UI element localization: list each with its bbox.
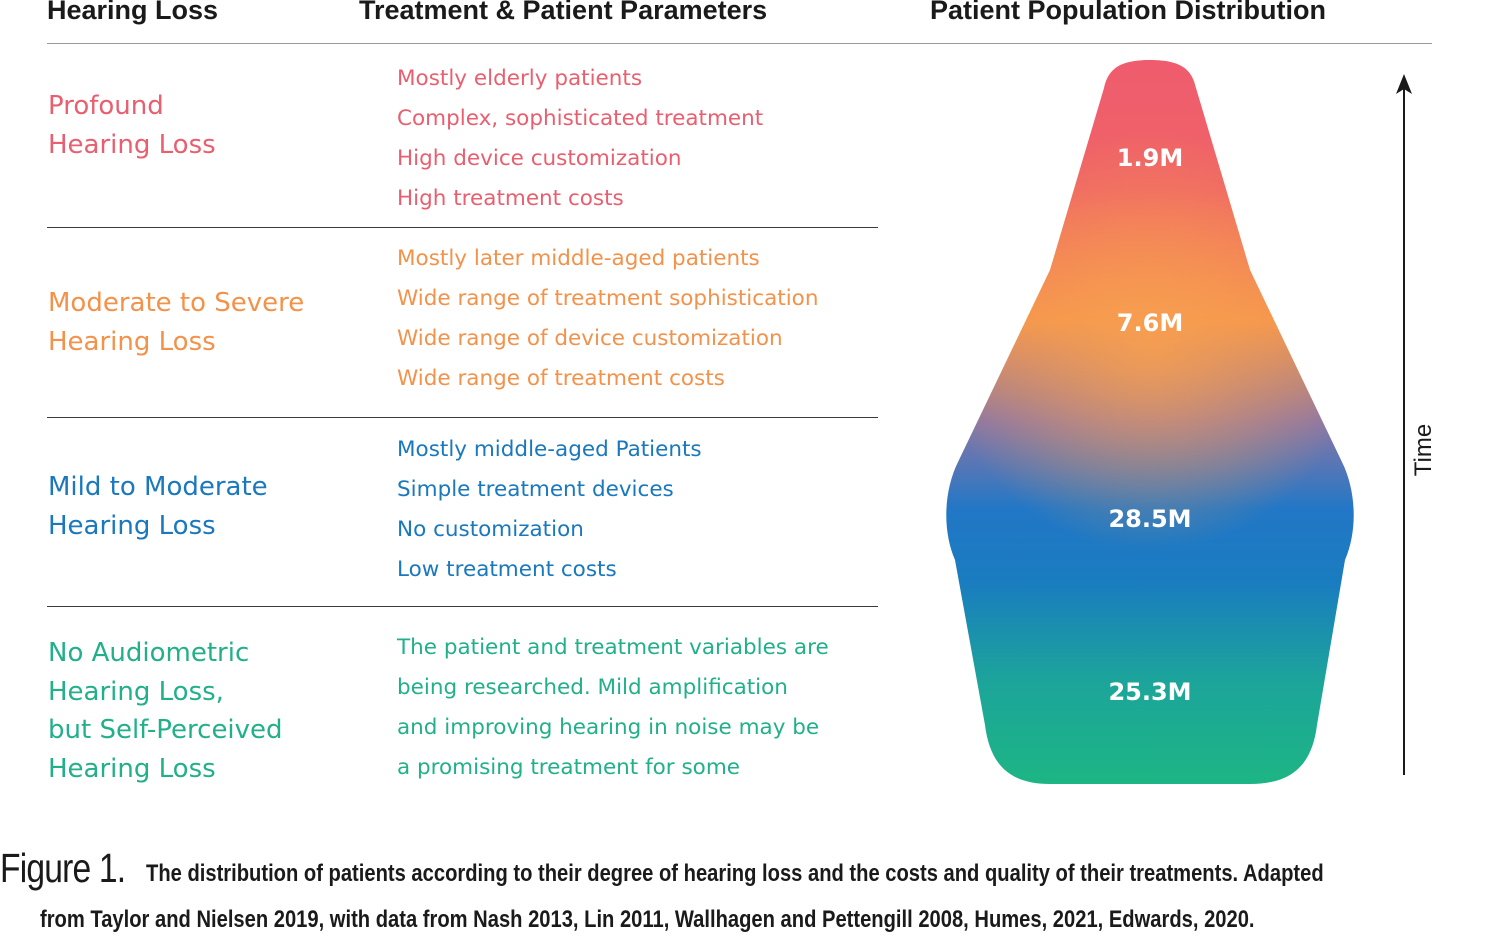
row-divider [47, 227, 878, 228]
level-label-line: but Self-Perceived [48, 715, 283, 745]
param-item: Wide range of treatment costs [397, 366, 725, 391]
header-hearing-loss: Hearing Loss [47, 0, 219, 25]
param-item: a promising treatment for some [397, 755, 740, 780]
param-item: Wide range of treatment sophistication [397, 286, 819, 311]
level-label-line: Profound [48, 91, 164, 121]
param-item: Mostly middle-aged Patients [397, 437, 702, 462]
row-divider [47, 606, 878, 607]
param-item: High treatment costs [397, 186, 624, 211]
level-moderate-severe: Moderate to Severe Hearing Loss [48, 284, 304, 361]
header-treatment-parameters: Treatment & Patient Parameters [359, 0, 768, 25]
level-label-line: No Audiometric [48, 638, 250, 668]
caption-line-2: from Taylor and Nielsen 2019, with data … [40, 906, 1255, 933]
population-value-profound: 1.9M [1117, 144, 1183, 172]
param-item: Complex, sophisticated treatment [397, 106, 764, 131]
level-label-line: Hearing Loss, [48, 676, 224, 707]
param-item: Low treatment costs [397, 557, 617, 582]
level-profound: Profound Hearing Loss [48, 87, 216, 164]
population-value-moderate-severe: 7.6M [1117, 309, 1183, 337]
params-moderate-severe: Mostly later middle-aged patients Wide r… [397, 239, 818, 399]
param-item: Simple treatment devices [397, 477, 674, 502]
level-label-line: Hearing Loss [48, 753, 216, 784]
param-item: The patient and treatment variables are [397, 635, 829, 660]
population-value-self-perceived: 25.3M [1108, 678, 1191, 706]
header-population-distribution: Patient Population Distribution [930, 0, 1326, 25]
params-profound: Mostly elderly patients Complex, sophist… [397, 59, 763, 219]
row-divider [47, 417, 878, 418]
caption-line-1: The distribution of patients according t… [146, 860, 1324, 887]
level-label-line: Hearing Loss [48, 510, 216, 541]
param-item: Mostly later middle-aged patients [397, 246, 760, 271]
level-label-line: Mild to Moderate [48, 472, 268, 502]
params-self-perceived: The patient and treatment variables are … [397, 628, 829, 788]
level-self-perceived: No Audiometric Hearing Loss, but Self-Pe… [48, 634, 283, 788]
param-item: Mostly elderly patients [397, 66, 643, 91]
level-mild-moderate: Mild to Moderate Hearing Loss [48, 468, 268, 545]
header-divider [47, 43, 1432, 44]
population-value-mild-moderate: 28.5M [1108, 505, 1191, 533]
funnel-glow [946, 60, 1354, 784]
param-item: High device customization [397, 146, 682, 171]
time-arrow-head-icon [1396, 74, 1412, 94]
param-item: and improving hearing in noise may be [397, 715, 820, 740]
figure-label: Figure 1. [0, 845, 126, 891]
param-item: being researched. Mild amplification [397, 675, 788, 700]
level-label-line: Hearing Loss [48, 326, 216, 357]
param-item: Wide range of device customization [397, 326, 783, 351]
level-label-line: Hearing Loss [48, 129, 216, 160]
level-label-line: Moderate to Severe [48, 288, 305, 318]
param-item: No customization [397, 517, 584, 542]
time-axis-label: Time [1410, 423, 1437, 477]
params-mild-moderate: Mostly middle-aged Patients Simple treat… [397, 430, 702, 590]
